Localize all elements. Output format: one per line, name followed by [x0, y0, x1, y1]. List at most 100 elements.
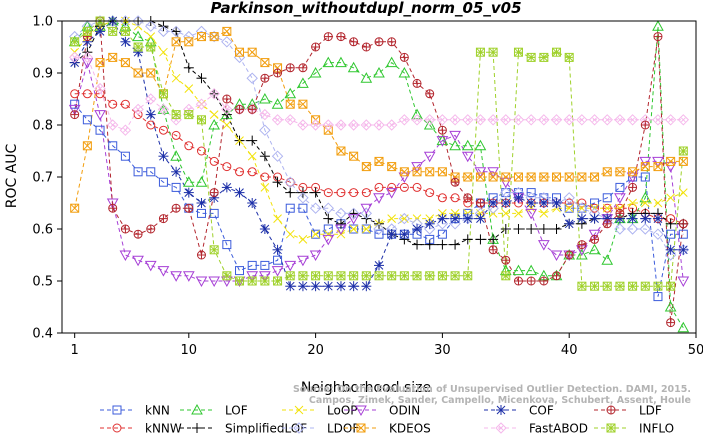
data-point-odin [309, 250, 322, 262]
data-point-kdeos [298, 99, 308, 109]
data-point-fastabod [525, 114, 537, 126]
data-point-inflo [666, 281, 676, 291]
data-point-odin [537, 240, 550, 251]
data-point-ldof [398, 212, 411, 225]
data-point-cof [412, 224, 423, 234]
data-point-loop [678, 188, 688, 197]
y-tick-label: 0.7 [32, 171, 53, 186]
data-point-kdeos [222, 26, 232, 36]
data-point-fastabod [81, 51, 94, 64]
data-point-inflo [196, 115, 206, 125]
data-point-knn [158, 177, 168, 187]
data-point-cof [665, 244, 676, 255]
data-point-knnw [133, 110, 143, 120]
x-tick-label: 20 [307, 343, 324, 358]
data-point-lof [461, 139, 474, 151]
data-point-lof [449, 139, 461, 151]
data-point-odin [170, 271, 182, 282]
data-point-cof [171, 166, 182, 177]
data-point-kdeos [577, 172, 587, 182]
data-point-inflo [501, 271, 511, 281]
data-point-inflo [387, 271, 397, 281]
legend-entry-simplifiedlof: SimplifiedLOF [180, 422, 307, 434]
data-point-ldf [260, 73, 270, 83]
data-point-simplifiedlof [538, 224, 549, 234]
data-point-knnw [387, 182, 397, 192]
y-tick-label: 0.5 [32, 275, 53, 290]
data-point-ldf [501, 255, 511, 265]
data-point-knnw [590, 203, 600, 213]
data-point-odin [246, 271, 259, 282]
data-point-fastabod [145, 93, 157, 105]
data-point-ldf [564, 250, 574, 260]
data-point-ldof [271, 150, 284, 162]
data-point-odin [436, 136, 449, 147]
data-point-simplifiedlof [310, 187, 321, 198]
data-point-ldf [526, 276, 536, 286]
data-point-lof [335, 56, 347, 68]
data-point-ldof [221, 36, 233, 48]
data-point-inflo [298, 271, 308, 281]
data-point-knn [615, 182, 625, 192]
data-point-loop [146, 32, 156, 41]
data-point-ldf [171, 203, 181, 213]
data-point-simplifiedlof [196, 73, 207, 84]
data-point-loop [171, 73, 181, 83]
data-point-ldf [475, 198, 485, 208]
data-point-odin [423, 151, 436, 163]
data-point-cof [576, 213, 587, 224]
data-point-fastabod [107, 119, 119, 131]
data-point-simplifiedlof [551, 224, 562, 234]
data-point-inflo [108, 26, 118, 36]
data-point-odin [347, 214, 360, 225]
legend-marker-loop [294, 405, 304, 415]
data-point-inflo [399, 271, 409, 281]
data-point-simplifiedlof [183, 62, 194, 73]
data-point-kdeos [235, 47, 245, 57]
data-point-fastabod [119, 124, 132, 136]
legend-label-fastabod: FastABOD [529, 422, 588, 434]
data-point-knnw [399, 182, 409, 192]
data-point-inflo [171, 110, 181, 120]
data-point-fastabod [68, 51, 81, 64]
x-tick-label: 40 [561, 343, 578, 358]
data-point-inflo [475, 47, 485, 57]
data-point-knn [146, 167, 156, 177]
data-point-kdeos [387, 162, 397, 172]
data-point-fastabod [271, 114, 284, 126]
legend-entry-lof: LOF [180, 404, 248, 418]
data-point-inflo [349, 271, 359, 281]
data-point-simplifiedlof [348, 208, 359, 219]
legend-label-lof: LOF [225, 404, 248, 418]
legend-entry-ldof: LDOF [282, 422, 359, 434]
data-point-kdeos [539, 172, 549, 182]
data-point-fastabod [309, 119, 322, 131]
data-point-fastabod [538, 114, 550, 126]
data-point-kdeos [653, 162, 663, 172]
data-point-lof [347, 61, 360, 73]
data-point-knn [374, 229, 384, 239]
data-point-fastabod [436, 114, 449, 126]
legend-label-odin: ODIN [389, 404, 420, 418]
data-point-knn [285, 203, 295, 213]
data-point-knn [95, 125, 105, 135]
data-point-fastabod [221, 103, 233, 116]
data-point-inflo [285, 271, 295, 281]
legend-label-kdeos: KDEOS [389, 422, 431, 434]
data-point-ldf [374, 37, 384, 47]
data-point-loop [514, 209, 523, 218]
data-point-knnw [577, 198, 587, 208]
data-point-ldof [309, 202, 322, 214]
data-point-cof [310, 281, 321, 292]
data-point-cof [348, 281, 359, 292]
data-point-kdeos [488, 172, 498, 182]
data-point-fastabod [424, 114, 436, 126]
data-point-odin [208, 276, 221, 288]
x-tick-label: 1 [71, 343, 79, 358]
data-point-fastabod [652, 114, 664, 126]
data-point-ldf [70, 110, 80, 120]
legend-marker-cof [496, 405, 506, 415]
data-point-odin [119, 250, 132, 262]
y-tick-label: 0.8 [32, 119, 53, 134]
data-point-ldof [246, 72, 258, 84]
